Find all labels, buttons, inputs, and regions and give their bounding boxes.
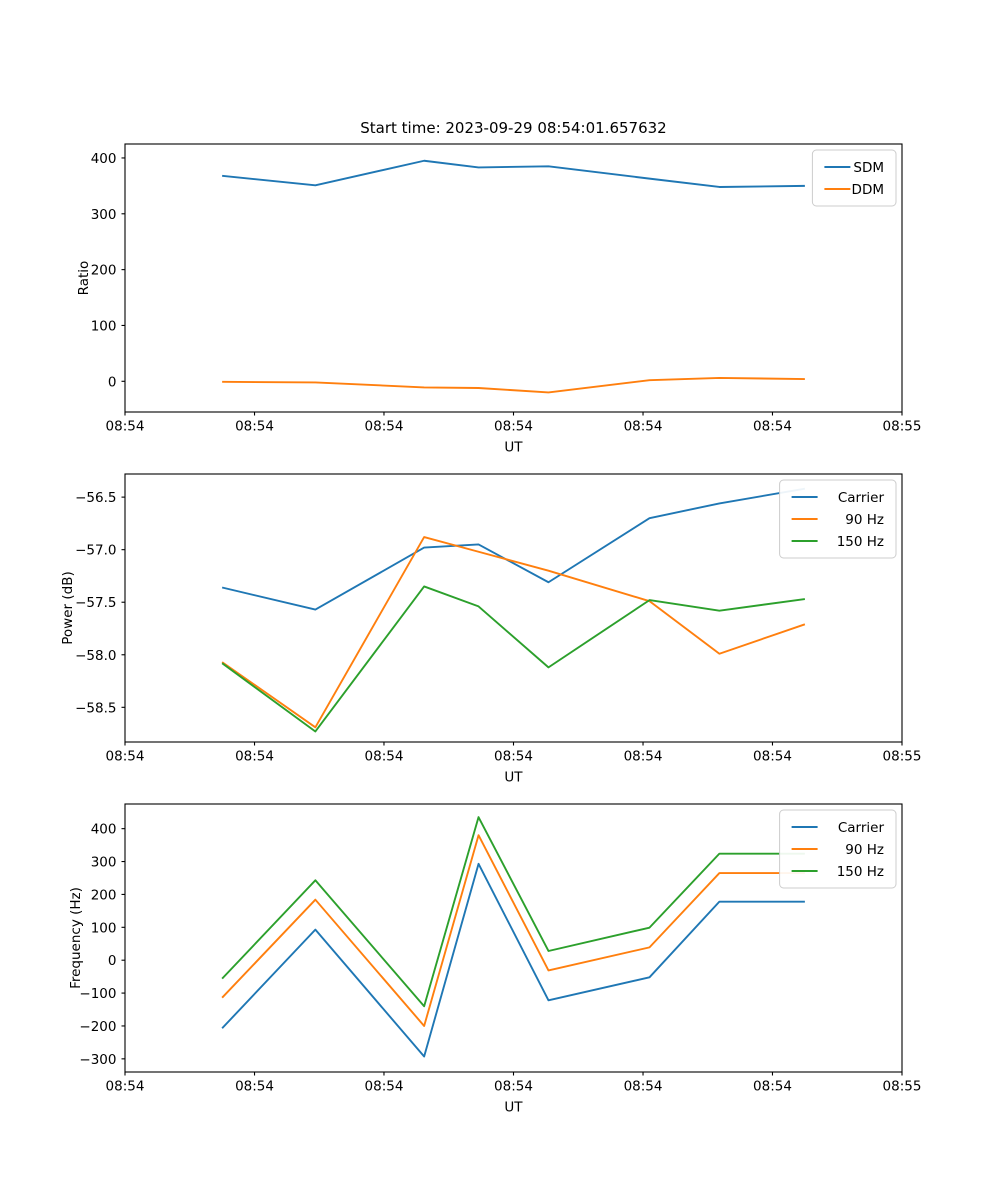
x-tick-label: 08:54: [235, 749, 274, 765]
x-tick-label: 08:54: [624, 749, 663, 765]
y-tick-label: 0: [108, 953, 117, 969]
x-tick-label: 08:54: [235, 419, 274, 435]
legend-background: [779, 809, 897, 889]
subplot-ratio: 08:54 08:54 08:54 08:54 08:54 08:54 08:55 UT 0 10…: [76, 119, 921, 456]
x-tick-label: 08:54: [494, 1079, 533, 1095]
y-axis: −58.5 −58.0 −57.5 −57.0 −56.5: [75, 490, 125, 716]
x-axis: 08:54 08:54 08:54 08:54 08:54 08:54 08:55 UT: [106, 1072, 922, 1116]
y-tick-label: −200: [79, 1019, 116, 1035]
series-line-150-hz: [221, 816, 805, 1008]
x-tick-label: 08:54: [106, 749, 145, 765]
legend-label: 150 Hz: [837, 534, 884, 550]
subplot-frequency: 08:54 08:54 08:54 08:54 08:54 08:54 08:55 UT −30…: [68, 803, 922, 1116]
x-tick-label: 08:55: [883, 749, 922, 765]
y-tick-label: −56.5: [75, 490, 116, 506]
y-axis: −300 −200 −100 0 100 200 300 400: [79, 822, 125, 1068]
series-line-carrier: [221, 487, 806, 611]
legend: Carrier 90 Hz 150 Hz: [779, 479, 897, 559]
y-tick-label: −300: [79, 1052, 116, 1068]
plot-frame: [124, 143, 903, 413]
y-tick-label: 200: [91, 887, 117, 903]
x-axis-label: UT: [504, 770, 523, 786]
x-tick-label: 08:54: [365, 749, 404, 765]
series-line-sdm: [222, 159, 805, 188]
y-tick-label: −58.5: [75, 700, 116, 716]
x-axis-label: UT: [504, 1100, 523, 1116]
legend-label: 90 Hz: [845, 842, 884, 858]
y-axis-label: Power (dB): [60, 571, 76, 644]
x-tick-label: 08:54: [494, 419, 533, 435]
legend-label: Carrier: [838, 490, 885, 506]
legend-background: [811, 149, 897, 207]
y-tick-label: 0: [108, 374, 117, 390]
data-lines: [221, 816, 805, 1058]
x-tick-label: 08:54: [753, 1079, 792, 1095]
data-lines: [221, 487, 806, 733]
x-tick-label: 08:54: [624, 1079, 663, 1095]
x-axis-label: UT: [504, 440, 523, 456]
y-tick-label: −58.0: [75, 648, 116, 664]
plot-title: Start time: 2023-09-29 08:54:01.657632: [360, 119, 666, 137]
y-tick-label: 200: [91, 263, 117, 279]
x-tick-label: 08:54: [235, 1079, 274, 1095]
legend-label: Carrier: [838, 820, 885, 836]
series-line-ddm: [222, 376, 805, 394]
x-tick-label: 08:54: [624, 419, 663, 435]
x-tick-label: 08:55: [883, 419, 922, 435]
x-axis: 08:54 08:54 08:54 08:54 08:54 08:54 08:55 UT: [106, 742, 922, 786]
y-tick-label: 300: [91, 207, 117, 223]
x-tick-label: 08:54: [365, 1079, 404, 1095]
legend-label: SDM: [853, 160, 884, 176]
y-tick-label: 400: [91, 822, 117, 838]
x-axis: 08:54 08:54 08:54 08:54 08:54 08:54 08:55 UT: [106, 412, 922, 456]
x-tick-label: 08:54: [106, 419, 145, 435]
y-tick-label: −57.5: [75, 595, 116, 611]
y-tick-label: −100: [79, 986, 116, 1002]
series-line-carrier: [221, 862, 805, 1058]
series-line-90-hz: [221, 536, 806, 729]
legend: SDM DDM: [811, 149, 897, 207]
x-tick-label: 08:54: [494, 749, 533, 765]
x-tick-label: 08:54: [753, 749, 792, 765]
legend: Carrier 90 Hz 150 Hz: [779, 809, 897, 889]
y-tick-label: 100: [91, 920, 117, 936]
legend-background: [779, 479, 897, 559]
y-tick-label: 100: [91, 318, 117, 334]
x-tick-label: 08:54: [106, 1079, 145, 1095]
legend-label: DDM: [852, 182, 884, 198]
x-tick-label: 08:54: [365, 419, 404, 435]
x-tick-label: 08:54: [753, 419, 792, 435]
subplot-power: 08:54 08:54 08:54 08:54 08:54 08:54 08:55 UT −58…: [60, 473, 922, 786]
y-tick-label: 300: [91, 855, 117, 871]
y-axis-label: Frequency (Hz): [68, 887, 84, 989]
series-line-90-hz: [221, 834, 805, 1027]
series-line-150-hz: [221, 585, 806, 733]
y-tick-label: −57.0: [75, 543, 116, 559]
y-tick-label: 400: [91, 151, 117, 167]
legend-label: 150 Hz: [837, 864, 884, 880]
legend-label: 90 Hz: [845, 512, 884, 528]
x-tick-label: 08:55: [883, 1079, 922, 1095]
y-axis: 0 100 200 300 400: [91, 151, 125, 390]
y-axis-label: Ratio: [76, 261, 92, 296]
data-lines: [222, 159, 805, 394]
